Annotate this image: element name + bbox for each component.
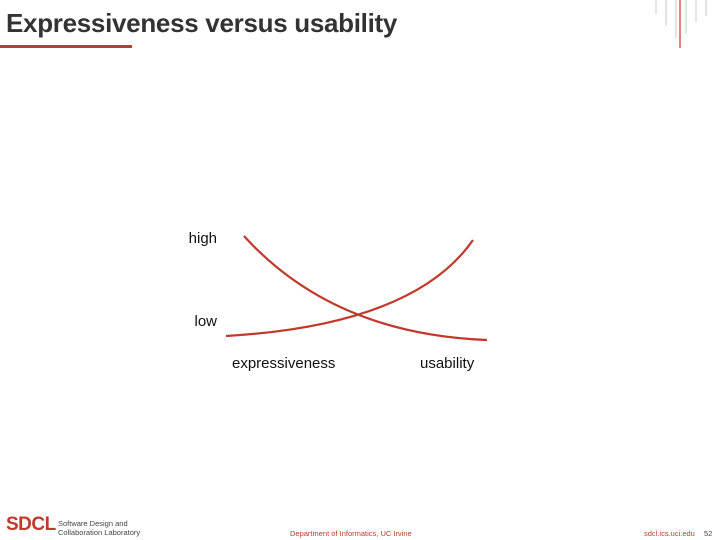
sdcl-logo: SDCL (6, 514, 56, 535)
label-low: low (194, 313, 217, 330)
title-underline (0, 45, 132, 48)
lab-name-line1: Software Design and (58, 519, 128, 528)
lab-name-line2: Collaboration Laboratory (58, 528, 141, 537)
department-text: Department of Informatics, UC Irvine (290, 529, 412, 538)
slide-title: Expressiveness versus usability (6, 8, 398, 38)
expressiveness-curve (243, 235, 488, 342)
usability-curve (225, 239, 474, 338)
corner-decoration (655, 0, 707, 48)
website-link[interactable]: sdcl.ics.uci.edu (644, 529, 695, 538)
page-number: 52 (704, 529, 713, 538)
label-expressiveness: expressiveness (232, 355, 335, 372)
label-usability: usability (420, 355, 475, 372)
lab-name: Software Design and Collaboration Labora… (58, 519, 140, 537)
label-high: high (189, 230, 217, 247)
